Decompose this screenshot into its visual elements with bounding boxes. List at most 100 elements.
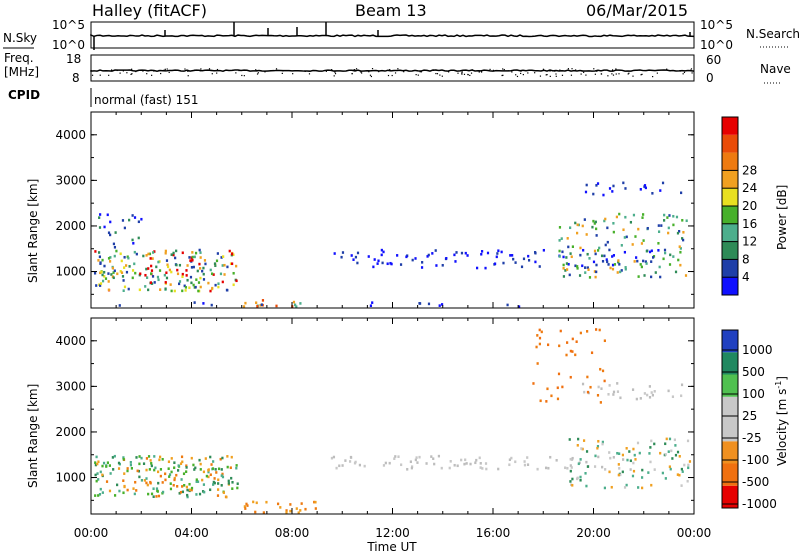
power-cell — [168, 268, 171, 272]
velocity-cell — [581, 382, 585, 386]
velocity-axis-ticks: 1000 2000 3000 4000 — [55, 318, 695, 514]
velocity-cell — [332, 455, 336, 459]
velocity-cell — [665, 437, 668, 441]
velocity-cell — [603, 379, 606, 383]
power-cell — [484, 266, 487, 270]
power-cell — [194, 251, 198, 255]
velocity-cell — [246, 504, 249, 507]
power-cell — [210, 303, 213, 307]
power-cell — [93, 271, 97, 275]
velocity-cell — [221, 475, 225, 479]
velocity-cell — [265, 500, 268, 504]
nave-dot — [467, 74, 469, 76]
nave-dot — [435, 69, 437, 71]
power-colorbar-swatch — [722, 206, 738, 224]
velocity-cell — [183, 483, 186, 487]
velocity-cell — [180, 478, 183, 481]
power-cell — [657, 241, 660, 245]
velocity-cell — [574, 353, 577, 357]
power-cell — [496, 252, 499, 255]
power-cell — [418, 302, 421, 305]
nave-dot — [471, 69, 473, 71]
power-ytick-label: 4000 — [55, 128, 86, 142]
nave-dot — [334, 73, 337, 75]
power-cell — [585, 233, 588, 236]
velocity-cell — [94, 494, 97, 497]
power-cell — [678, 230, 681, 233]
velocity-cell — [577, 462, 580, 466]
power-cell — [212, 273, 215, 276]
velocity-cell — [133, 492, 136, 496]
power-cell — [223, 263, 226, 267]
power-cell — [201, 269, 204, 273]
velocity-cell — [648, 385, 651, 388]
nave-dot — [238, 69, 240, 72]
power-cell — [232, 271, 235, 275]
power-cell — [381, 261, 384, 265]
nave-dot — [325, 70, 327, 72]
power-cell — [421, 261, 424, 264]
velocity-cell — [510, 456, 513, 460]
power-cell — [341, 251, 345, 254]
nave-dot — [235, 72, 237, 74]
nave-dot — [257, 72, 259, 74]
nave-dot — [594, 73, 596, 75]
power-cell — [151, 257, 154, 260]
power-cell — [185, 274, 188, 277]
velocity-cell — [612, 393, 615, 396]
velocity-cell — [209, 473, 212, 477]
velocity-cell — [406, 467, 409, 471]
power-cell — [592, 219, 595, 223]
nsky-tick-top: 10^5 — [52, 18, 85, 32]
nave-dot — [683, 71, 686, 74]
power-cell — [574, 264, 577, 268]
velocity-cell — [569, 375, 572, 379]
power-cell — [133, 216, 137, 219]
power-cell — [207, 281, 210, 285]
power-cell — [122, 289, 125, 292]
velocity-cell — [625, 446, 628, 450]
power-cell — [228, 249, 231, 253]
velocity-cell — [536, 467, 539, 471]
power-cell — [118, 304, 121, 307]
power-cell — [511, 254, 514, 257]
velocity-cell — [599, 367, 602, 371]
power-cell — [178, 263, 182, 267]
velocity-cell — [209, 488, 212, 492]
power-cell — [166, 265, 170, 269]
nave-dot — [549, 70, 551, 72]
power-cell — [565, 262, 569, 265]
nave-dot — [511, 71, 513, 73]
power-cell — [681, 237, 684, 240]
velocity-cell — [388, 461, 391, 465]
power-cell — [664, 251, 667, 255]
power-cell — [577, 223, 580, 227]
power-cell — [133, 262, 136, 266]
power-cell — [164, 251, 167, 255]
power-cell — [440, 303, 444, 306]
power-cell — [111, 266, 115, 270]
velocity-cell — [157, 494, 161, 498]
velocity-ytick-label: 1000 — [55, 471, 86, 485]
velocity-cell — [97, 494, 100, 497]
nave-dot — [116, 69, 118, 72]
nave-dot — [457, 72, 459, 74]
velocity-colorbar-frame — [721, 329, 739, 509]
power-cell — [183, 284, 186, 288]
velocity-cell — [236, 482, 239, 486]
nave-dot — [615, 68, 617, 70]
nave-dot — [391, 74, 393, 77]
velocity-cell — [193, 468, 196, 471]
power-cell — [164, 287, 167, 291]
power-cell — [113, 245, 117, 249]
velocity-cell — [575, 477, 579, 481]
power-colorbar-swatch — [722, 117, 738, 135]
velocity-cell — [538, 342, 541, 346]
velocity-cell — [217, 488, 220, 491]
velocity-cell — [555, 459, 558, 462]
velocity-cell — [479, 466, 482, 469]
velocity-cell — [545, 400, 548, 403]
velocity-cell — [198, 458, 201, 462]
nave-dot — [600, 73, 603, 75]
power-cell — [514, 261, 517, 264]
